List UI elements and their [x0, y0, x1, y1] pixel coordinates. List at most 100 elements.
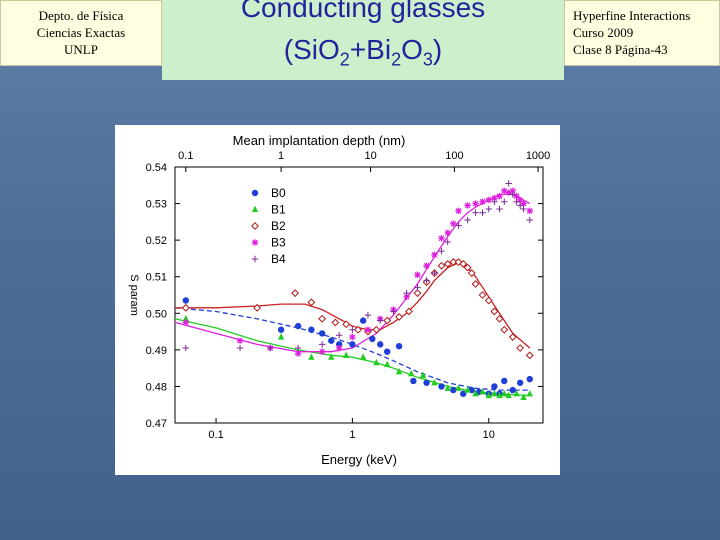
- data-point-b0: [182, 297, 189, 304]
- data-point-b4: [364, 311, 372, 319]
- data-point-b3: [491, 194, 498, 202]
- title-line-1: Conducting glasses: [240, 0, 486, 23]
- data-point-b3: [294, 350, 302, 357]
- institution-line-2: Ciencias Exactas: [36, 25, 126, 40]
- y-tick-label: 0.47: [146, 418, 167, 430]
- data-point-b2: [383, 316, 392, 325]
- data-point-b3: [496, 193, 503, 200]
- formula-part-1: (SiO: [283, 34, 340, 65]
- data-point-b2: [516, 344, 525, 352]
- data-point-b4: [414, 284, 421, 291]
- data-point-b1: [308, 353, 315, 360]
- legend-label-b2: B2: [271, 219, 286, 233]
- data-point-b2: [354, 325, 362, 334]
- data-point-b4: [513, 198, 520, 205]
- formula-part-3: O: [401, 34, 423, 65]
- data-point-b2: [443, 260, 452, 268]
- data-point-b2: [459, 260, 468, 268]
- legend-label-b1: B1: [271, 203, 286, 217]
- data-point-b4: [444, 238, 451, 246]
- data-point-b1: [496, 391, 503, 399]
- data-point-b0: [395, 343, 403, 350]
- course-box: Hyperfine Interactions Curso 2009 Clase …: [564, 0, 720, 66]
- data-point-b4: [377, 317, 384, 324]
- data-point-b0: [377, 341, 384, 348]
- data-point-b1: [444, 384, 451, 391]
- course-line-1: Hyperfine Interactions: [573, 8, 691, 23]
- data-point-b0: [383, 348, 391, 355]
- formula-part-4: ): [432, 34, 443, 65]
- data-point-b4: [464, 216, 471, 224]
- data-point-b0: [277, 326, 285, 333]
- y-tick-label: 0.54: [146, 162, 167, 174]
- data-point-b3: [318, 348, 326, 355]
- chart-svg: Mean implantation depth (nm) Energy (keV…: [128, 133, 550, 467]
- data-point-b1: [383, 360, 391, 368]
- x2-tick-label: 100: [445, 150, 463, 162]
- data-point-b0: [410, 377, 417, 385]
- data-point-b2: [331, 318, 340, 327]
- data-point-b0: [526, 375, 533, 383]
- data-point-b0: [308, 326, 315, 333]
- data-point-b3: [501, 187, 508, 194]
- data-point-b0: [491, 383, 498, 390]
- data-point-b2: [463, 263, 472, 272]
- data-point-b3: [505, 189, 512, 196]
- legend-label-b0: B0: [271, 186, 286, 200]
- data-point-b0: [450, 386, 457, 394]
- data-point-b4: [267, 344, 274, 352]
- y-tick-label: 0.52: [146, 235, 167, 247]
- data-point-b4: [431, 269, 438, 277]
- data-point-b4: [294, 344, 302, 352]
- x2-tick-label: 10: [364, 150, 376, 162]
- data-point-b2: [405, 307, 413, 316]
- data-point-b1: [464, 386, 471, 393]
- data-point-b0: [359, 317, 367, 324]
- slide-title: Conducting glasses (SiO2+Bi2O3): [162, 0, 564, 80]
- data-point-b4: [520, 205, 527, 213]
- legend-marker-b0: [251, 189, 259, 197]
- data-point-b3: [349, 333, 356, 341]
- data-point-b4: [318, 341, 326, 348]
- data-point-b3: [464, 202, 471, 209]
- data-point-b4: [472, 209, 479, 216]
- data-point-b3: [509, 187, 516, 194]
- data-point-b4: [485, 205, 492, 213]
- x2-tick-label: 1: [278, 150, 284, 162]
- data-point-b0: [318, 330, 326, 337]
- data-point-b3: [438, 235, 445, 242]
- data-point-b4: [335, 332, 343, 339]
- data-point-b0: [369, 335, 376, 343]
- y-tick-label: 0.50: [146, 308, 167, 320]
- institution-line-1: Depto. de Física: [38, 8, 124, 23]
- course-line-3: Clase 8 Página-43: [573, 42, 668, 57]
- data-point-b3: [479, 198, 486, 205]
- data-point-b3: [526, 207, 533, 215]
- data-point-b1: [520, 393, 527, 400]
- data-point-b3: [364, 326, 372, 333]
- data-point-b4: [403, 289, 410, 297]
- data-point-b1: [373, 358, 380, 366]
- data-point-b3: [423, 262, 430, 269]
- data-point-b0: [438, 383, 445, 390]
- data-point-b4: [496, 205, 503, 213]
- data-point-b2: [181, 303, 190, 312]
- legend-marker-b4: [251, 255, 259, 263]
- data-point-b1: [431, 378, 438, 386]
- data-point-b4: [438, 247, 445, 255]
- data-point-b0: [294, 322, 302, 330]
- data-point-b2: [413, 289, 422, 298]
- legend-marker-b1: [251, 205, 259, 213]
- data-point-b4: [501, 198, 508, 205]
- data-point-b4: [390, 308, 397, 315]
- data-point-b0: [423, 379, 430, 386]
- data-point-b3: [444, 229, 451, 237]
- data-point-b3: [450, 220, 457, 227]
- data-point-b3: [236, 337, 244, 344]
- data-point-b0: [501, 377, 508, 385]
- data-point-b3: [513, 193, 520, 200]
- fit-curve-b0: [174, 307, 530, 391]
- institution-line-3: UNLP: [64, 42, 98, 57]
- data-point-b4: [516, 202, 524, 209]
- data-point-b1: [513, 389, 520, 397]
